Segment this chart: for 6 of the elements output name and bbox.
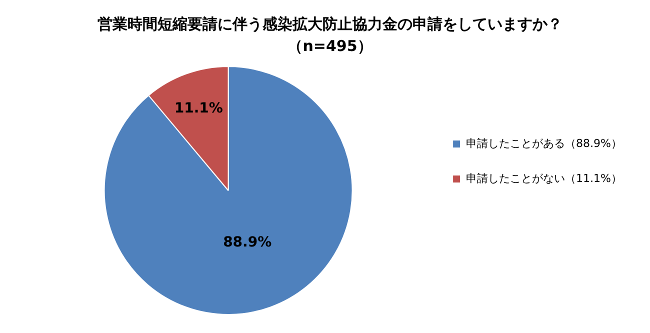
chart-subtitle: （n=495） bbox=[288, 36, 372, 55]
data-label: 11.1% bbox=[174, 100, 223, 117]
legend-label: 申請したことがない（11.1%） bbox=[466, 172, 622, 185]
chart-title: 営業時間短縮要請に伴う感染拡大防止協力金の申請をしていますか？ bbox=[98, 14, 562, 33]
data-label: 88.9% bbox=[223, 234, 272, 251]
legend-label: 申請したことがある（88.9%） bbox=[466, 136, 622, 150]
